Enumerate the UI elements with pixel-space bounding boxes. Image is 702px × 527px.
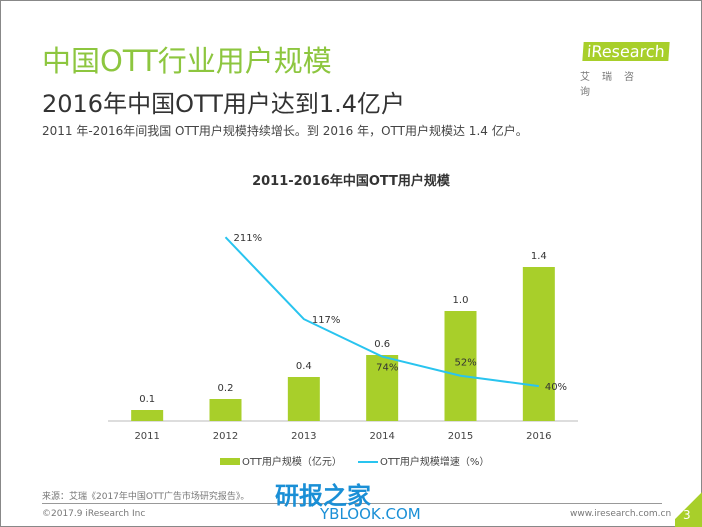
bar-label: 0.4 (296, 361, 312, 372)
bar-label: 0.6 (374, 339, 390, 350)
x-tick-label: 2012 (213, 431, 238, 442)
description: 2011 年-2016年间我国 OTT用户规模持续增长。到 2016 年，OTT… (42, 124, 528, 138)
growth-line (224, 236, 539, 388)
x-tick-label: 2016 (526, 431, 551, 442)
chart-title: 2011-2016年中国OTT用户规模 (252, 173, 451, 189)
bar (444, 311, 477, 421)
divider (42, 503, 662, 504)
legend-bar-swatch (220, 458, 240, 465)
page-corner (675, 490, 702, 527)
bar-label: 1.0 (453, 295, 469, 306)
page-number: 3 (683, 508, 691, 522)
x-tick-label: 2014 (369, 431, 394, 442)
x-tick-label: 2011 (134, 431, 159, 442)
x-tick-label: 2013 (291, 431, 316, 442)
legend-bar-label: OTT用户规模（亿元） (242, 455, 342, 468)
bar (522, 267, 555, 421)
page-subtitle: 2016年中国OTT用户达到1.4亿户 (42, 90, 406, 118)
watermark: 研报之家 (275, 482, 371, 510)
bar-label: 1.4 (531, 251, 547, 262)
line-label: 52% (455, 358, 477, 369)
copyright: ©2017.9 iResearch Inc (42, 509, 146, 519)
bar (366, 355, 399, 421)
source-note: 来源：艾瑞《2017年中国OTT广告市场研究报告》。 (42, 492, 250, 502)
iresearch-logo: iResearch 艾瑞咨询 (580, 40, 670, 98)
bar (209, 399, 242, 421)
x-tick-label: 2015 (448, 431, 473, 442)
page-title: 中国OTT行业用户规模 (42, 44, 332, 78)
legend-line-label: OTT用户规模增速（%） (380, 455, 489, 468)
website-url: www.iresearch.com.cn (570, 509, 672, 519)
bar (131, 410, 164, 421)
bar (287, 377, 320, 421)
bar-label: 0.1 (139, 394, 155, 405)
line-label: 74% (376, 363, 398, 374)
line-label: 211% (234, 233, 263, 244)
bar-label: 0.2 (218, 383, 234, 394)
line-label: 40% (545, 382, 567, 393)
logo-sub: 艾瑞咨询 (580, 72, 646, 98)
watermark-sub: YBLOOK.COM (320, 505, 421, 523)
line-label: 117% (312, 315, 341, 326)
